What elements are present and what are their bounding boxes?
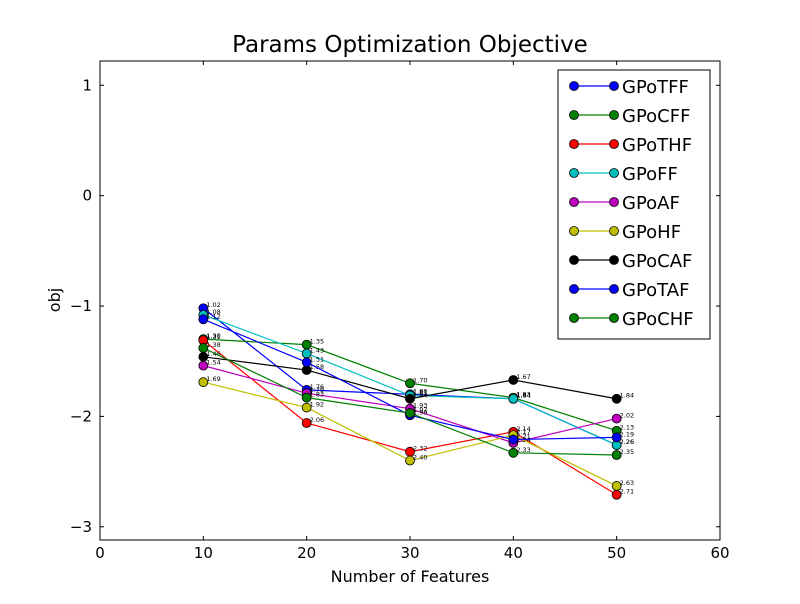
legend-marker-GPoTHF bbox=[570, 140, 579, 149]
data-label-GPoHF: 1.69 bbox=[206, 375, 220, 383]
data-label-GPoCHF: 2.35 bbox=[620, 448, 634, 456]
data-label-GPoCHF: 1.83 bbox=[310, 391, 324, 399]
data-label-GPoCHF: 1.38 bbox=[206, 341, 220, 349]
data-label-GPoHF: 2.40 bbox=[413, 454, 427, 462]
data-label-GPoCFF: 1.70 bbox=[413, 376, 427, 384]
y-tick-label: −2 bbox=[70, 407, 92, 425]
x-tick-label: 30 bbox=[400, 544, 419, 562]
legend-label-GPoTHF: GPoTHF bbox=[622, 135, 692, 156]
x-tick-label: 10 bbox=[194, 544, 213, 562]
data-label-GPoAF: 1.54 bbox=[206, 359, 220, 367]
legend-marker-GPoCAF bbox=[610, 256, 619, 265]
legend-label-GPoTFF: GPoTFF bbox=[622, 77, 689, 98]
chart-title: Params Optimization Objective bbox=[232, 32, 588, 58]
x-tick-label: 20 bbox=[297, 544, 316, 562]
legend-marker-GPoAF bbox=[570, 198, 579, 207]
data-label-GPoHF: 2.63 bbox=[620, 479, 634, 487]
data-label-GPoCAF: 1.84 bbox=[620, 392, 634, 400]
x-tick-label: 50 bbox=[607, 544, 626, 562]
y-tick-label: 1 bbox=[82, 76, 92, 94]
data-label-GPoFF: 2.26 bbox=[620, 438, 634, 446]
data-label-GPoCAF: 1.84 bbox=[413, 392, 427, 400]
data-label-GPoCHF: 1.97 bbox=[413, 406, 427, 414]
data-label-GPoTAF: 1.12 bbox=[206, 312, 220, 320]
legend-marker-GPoTAF bbox=[570, 285, 579, 294]
data-label-GPoCFF: 1.35 bbox=[310, 338, 324, 346]
legend-marker-GPoTAF bbox=[610, 285, 619, 294]
x-tick-label: 40 bbox=[504, 544, 523, 562]
data-label-GPoFF: 1.43 bbox=[310, 346, 324, 354]
legend-marker-GPoTFF bbox=[610, 82, 619, 91]
x-tick-label: 0 bbox=[95, 544, 105, 562]
data-label-GPoTHF: 2.71 bbox=[620, 488, 634, 496]
legend-label-GPoTAF: GPoTAF bbox=[622, 280, 689, 301]
legend-marker-GPoFF bbox=[610, 169, 619, 178]
data-label-GPoTAF: 2.19 bbox=[620, 430, 634, 438]
legend-marker-GPoCHF bbox=[570, 314, 579, 323]
legend: GPoTFF GPoCFF GPoTHF GPoFF GPoAF GPoHF GPoCAF G… bbox=[558, 70, 710, 339]
legend-label-GPoCHF: GPoCHF bbox=[622, 309, 694, 330]
legend-marker-GPoCFF bbox=[570, 111, 579, 120]
legend-marker-GPoTHF bbox=[610, 140, 619, 149]
data-label-GPoTAF: 2.21 bbox=[516, 433, 530, 441]
data-label-GPoTHF: 2.06 bbox=[310, 416, 324, 424]
legend-marker-GPoHF bbox=[570, 227, 579, 236]
y-tick-label: 0 bbox=[82, 187, 92, 205]
legend-marker-GPoAF bbox=[610, 198, 619, 207]
data-label-GPoTAF: 1.51 bbox=[310, 355, 324, 363]
legend-label-GPoCFF: GPoCFF bbox=[622, 106, 690, 127]
legend-label-GPoHF: GPoHF bbox=[622, 222, 681, 243]
data-label-GPoCHF: 2.33 bbox=[516, 446, 530, 454]
legend-marker-GPoCHF bbox=[610, 314, 619, 323]
legend-marker-GPoFF bbox=[570, 169, 579, 178]
data-label-GPoTHF: 2.32 bbox=[413, 445, 427, 453]
x-tick-label: 60 bbox=[710, 544, 729, 562]
data-label-GPoFF: 1.84 bbox=[516, 392, 530, 400]
legend-label-GPoAF: GPoAF bbox=[622, 193, 680, 214]
data-label-GPoAF: 2.02 bbox=[620, 412, 634, 420]
legend-marker-GPoCFF bbox=[610, 111, 619, 120]
data-label-GPoCAF: 1.67 bbox=[516, 373, 530, 381]
legend-marker-GPoCAF bbox=[570, 256, 579, 265]
legend-label-GPoFF: GPoFF bbox=[622, 164, 678, 185]
y-tick-label: −3 bbox=[70, 518, 92, 536]
data-label-GPoHF: 1.92 bbox=[310, 401, 324, 409]
x-axis-label: Number of Features bbox=[331, 567, 490, 586]
legend-marker-GPoTFF bbox=[570, 82, 579, 91]
y-tick-label: −1 bbox=[70, 297, 92, 315]
legend-marker-GPoHF bbox=[610, 227, 619, 236]
legend-label-GPoCAF: GPoCAF bbox=[622, 251, 692, 272]
y-axis-label: obj bbox=[45, 288, 64, 312]
